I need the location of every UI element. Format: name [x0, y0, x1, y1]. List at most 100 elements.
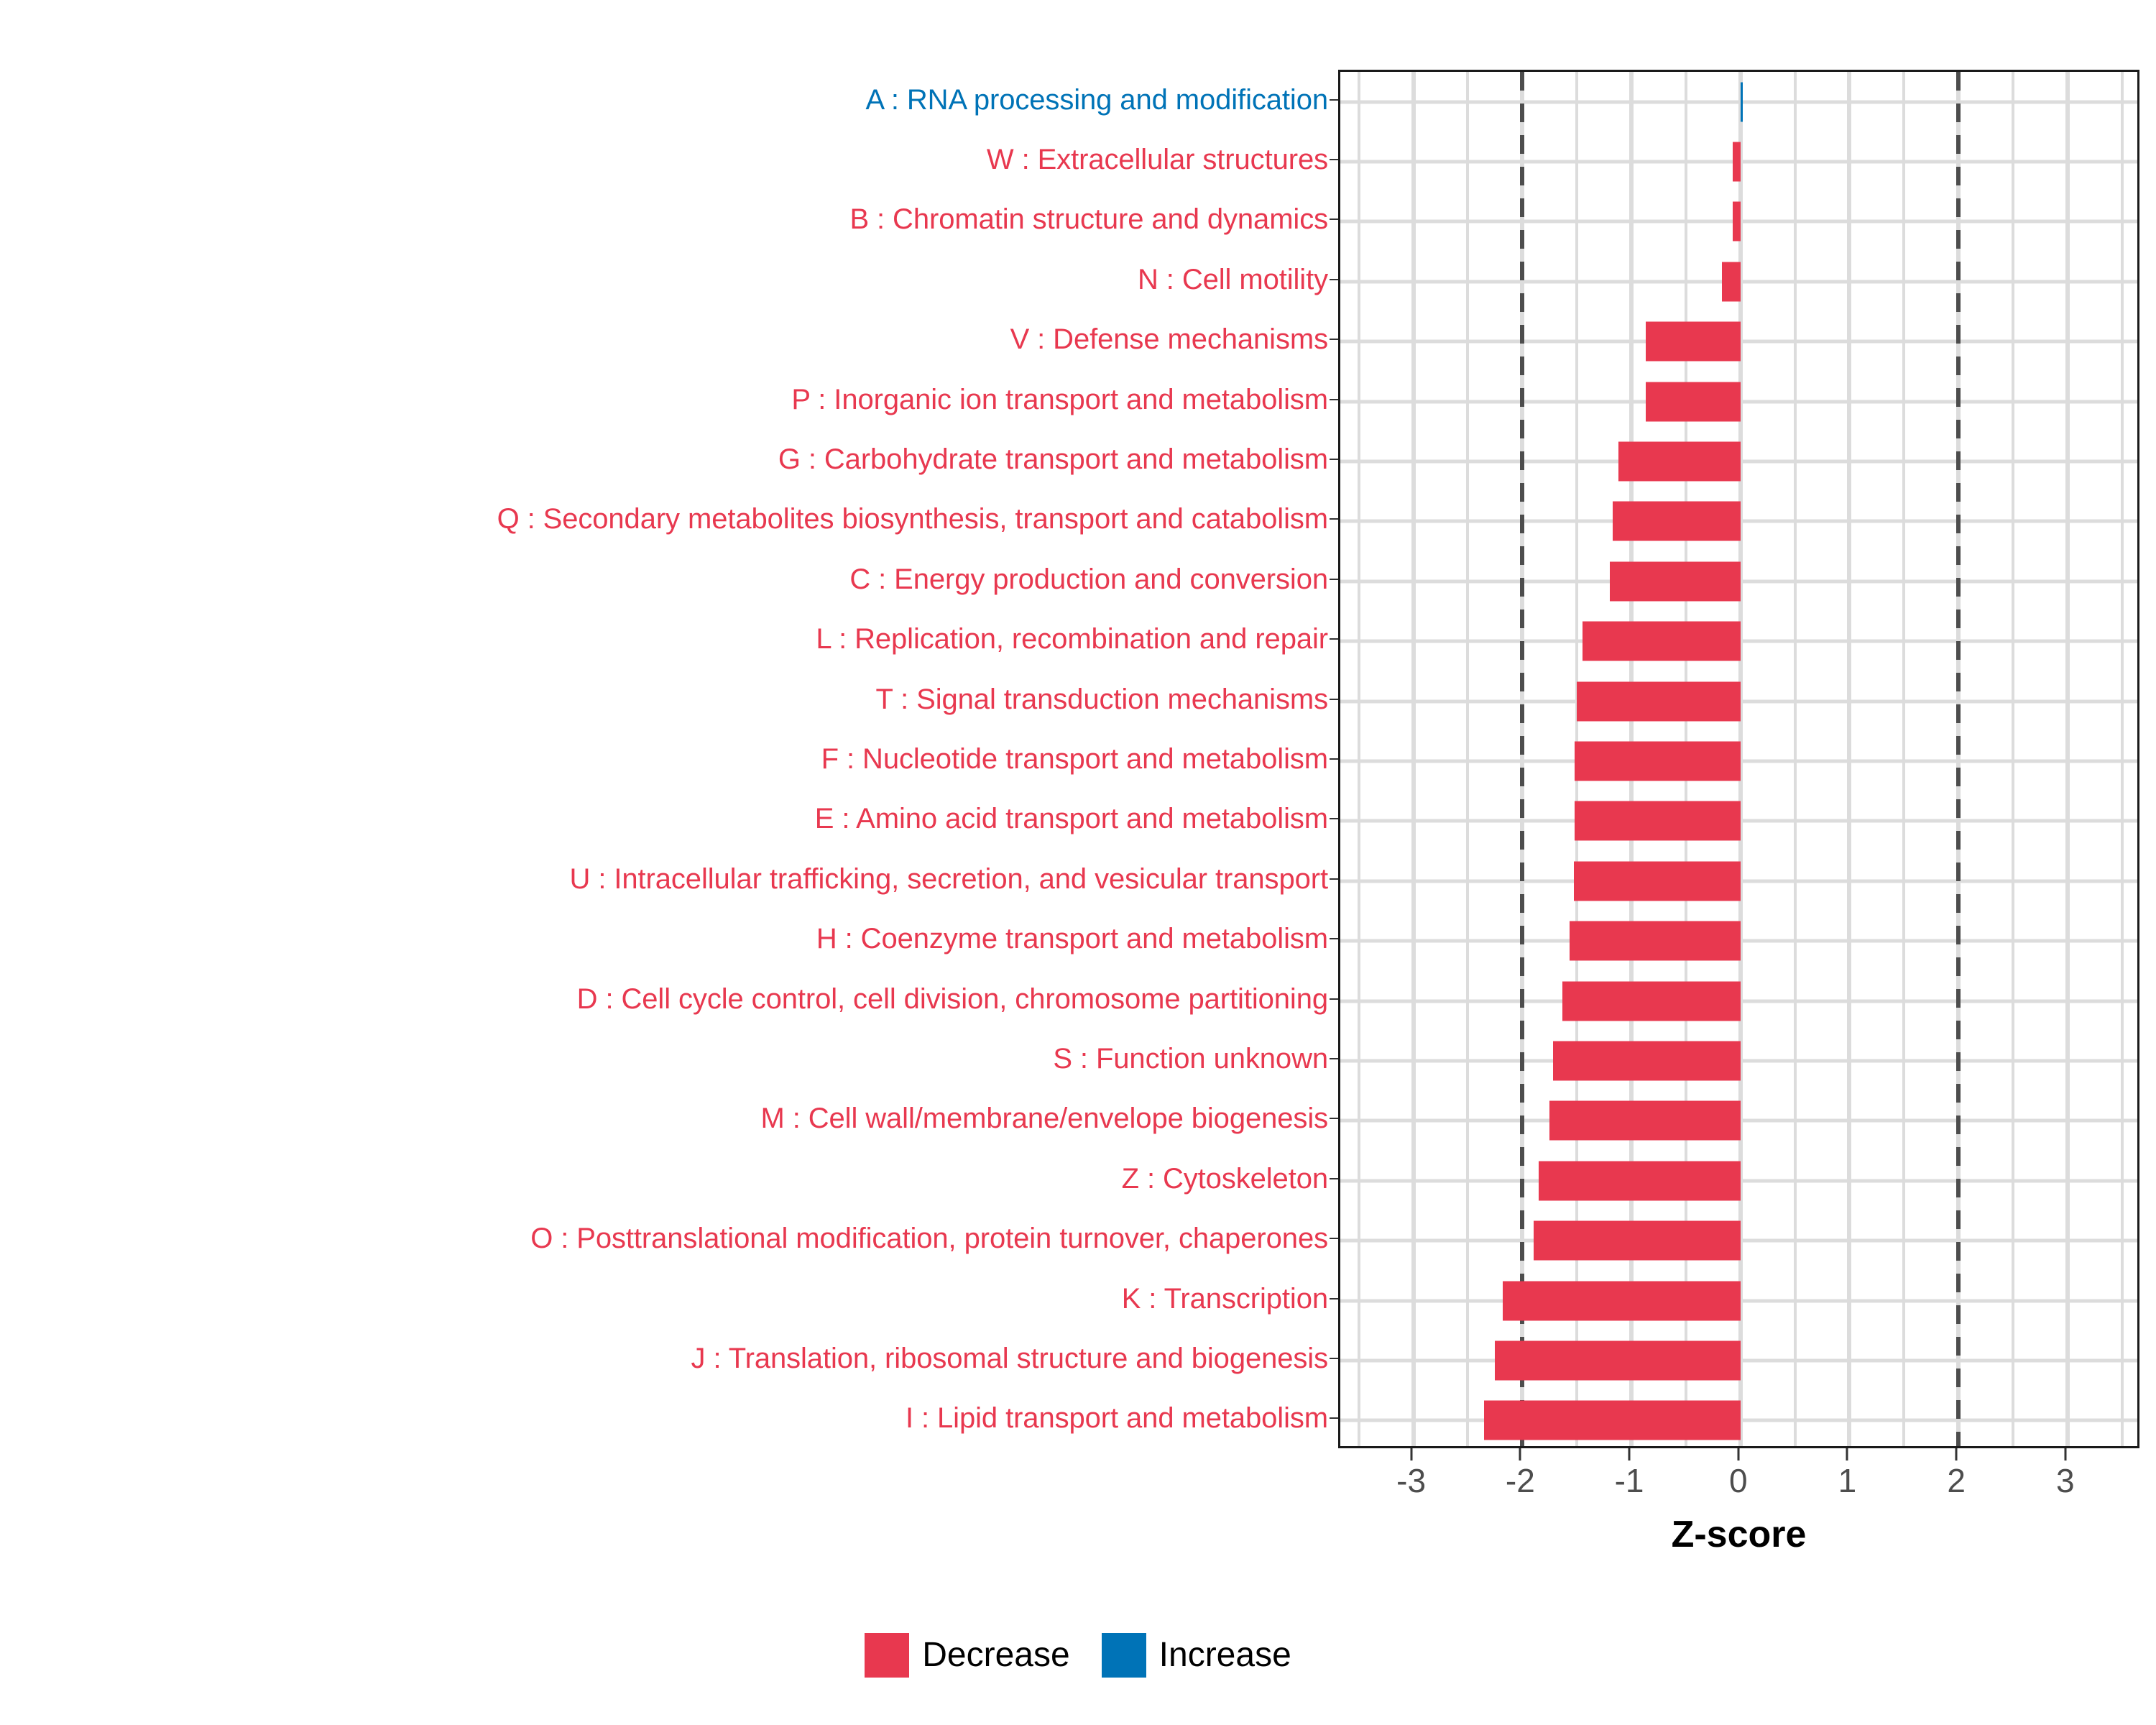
x-axis-tick-label: 2	[1947, 1462, 1966, 1499]
y-axis-label: J : Translation, ribosomal structure and…	[691, 1342, 1329, 1374]
minor-gridline-vertical	[2120, 72, 2124, 1446]
x-axis-tick-label: -2	[1505, 1462, 1535, 1499]
y-axis-label: C : Energy production and conversion	[849, 563, 1328, 595]
y-axis-label: I : Lipid transport and metabolism	[905, 1402, 1328, 1435]
y-axis-tick	[1330, 518, 1338, 520]
bar	[1549, 1100, 1741, 1141]
y-axis-label: M : Cell wall/membrane/envelope biogenes…	[760, 1103, 1328, 1135]
y-axis-tick	[1330, 998, 1338, 1000]
y-axis-tick	[1330, 398, 1338, 400]
minor-gridline-vertical	[2011, 72, 2014, 1446]
major-gridline-horizontal	[1340, 100, 2137, 104]
y-axis-label: P : Inorganic ion transport and metaboli…	[791, 383, 1328, 415]
y-axis-label: N : Cell motility	[1138, 263, 1328, 295]
y-axis-tick	[1330, 98, 1338, 101]
bar	[1577, 681, 1741, 722]
y-axis-label: H : Coenzyme transport and metabolism	[816, 923, 1328, 955]
y-axis-label: L : Replication, recombination and repai…	[816, 623, 1328, 656]
major-gridline-vertical	[1847, 72, 1852, 1446]
y-axis-tick	[1330, 459, 1338, 461]
x-axis-tick-label: -1	[1614, 1462, 1644, 1499]
reference-line	[1956, 72, 1961, 1446]
y-axis-tick	[1330, 1118, 1338, 1120]
y-axis-tick	[1330, 758, 1338, 760]
y-axis-label: O : Posttranslational modification, prot…	[530, 1223, 1328, 1255]
bar	[1740, 82, 1743, 122]
y-axis-tick	[1330, 938, 1338, 940]
minor-gridline-vertical	[1357, 72, 1360, 1446]
x-axis-tick-label: 1	[1838, 1462, 1857, 1499]
y-axis-label: Z : Cytoskeleton	[1121, 1162, 1329, 1195]
bar	[1495, 1340, 1741, 1381]
bar	[1575, 741, 1741, 781]
x-axis-tick-label: 0	[1728, 1462, 1748, 1499]
x-axis-tick	[1737, 1448, 1740, 1460]
y-axis-label: F : Nucleotide transport and metabolism	[821, 743, 1328, 775]
y-axis-tick	[1330, 218, 1338, 221]
y-axis-label: Q : Secondary metabolites biosynthesis, …	[497, 503, 1329, 535]
bar	[1645, 321, 1741, 362]
y-axis-tick	[1330, 878, 1338, 880]
legend: Decrease Increase	[0, 1633, 2156, 1678]
bar	[1645, 382, 1741, 422]
y-axis-tick	[1330, 1238, 1338, 1240]
y-axis-tick	[1330, 1417, 1338, 1420]
y-axis-tick	[1330, 1057, 1338, 1059]
y-axis-tick	[1330, 818, 1338, 820]
legend-label: Increase	[1158, 1636, 1291, 1674]
plot-panel	[1338, 70, 2139, 1448]
bar	[1569, 921, 1741, 961]
y-axis-tick	[1330, 159, 1338, 161]
major-gridline-vertical	[2065, 72, 2070, 1446]
y-axis-tick	[1330, 638, 1338, 640]
bar	[1539, 1161, 1741, 1201]
bar	[1503, 1281, 1741, 1321]
y-axis-label: B : Chromatin structure and dynamics	[849, 203, 1328, 236]
y-axis-label: S : Function unknown	[1053, 1042, 1328, 1075]
y-axis-tick	[1330, 1177, 1338, 1179]
bar	[1552, 1041, 1741, 1081]
y-axis-label: A : RNA processing and modification	[865, 83, 1328, 116]
bar	[1562, 981, 1741, 1021]
y-axis-label: D : Cell cycle control, cell division, c…	[576, 983, 1328, 1015]
bar	[1618, 441, 1741, 482]
y-axis-tick	[1330, 278, 1338, 280]
minor-gridline-vertical	[1793, 72, 1797, 1446]
legend-swatch-increase	[1101, 1633, 1146, 1678]
y-axis-tick	[1330, 1297, 1338, 1300]
x-axis: -3 -2 -1 0 1 2 3	[1338, 1448, 2139, 1527]
x-axis-tick	[1519, 1448, 1521, 1460]
bar	[1573, 861, 1741, 901]
bar	[1613, 501, 1741, 541]
x-axis-title: Z-score	[1671, 1514, 1807, 1555]
bar	[1609, 561, 1741, 602]
major-gridline-vertical	[1411, 72, 1416, 1446]
bar	[1733, 201, 1741, 242]
bar	[1721, 262, 1741, 302]
x-axis-tick	[2064, 1448, 2067, 1460]
legend-swatch-decrease	[865, 1633, 910, 1678]
legend-label: Decrease	[922, 1636, 1070, 1674]
y-axis-label: U : Intracellular trafficking, secretion…	[569, 862, 1329, 895]
y-axis-label: G : Carbohydrate transport and metabolis…	[778, 443, 1328, 476]
minor-gridline-vertical	[1902, 72, 1906, 1446]
x-axis-tick	[1628, 1448, 1631, 1460]
y-axis-category-labels: A : RNA processing and modification W : E…	[0, 70, 1338, 1448]
bar	[1582, 621, 1741, 661]
x-axis-tick-label: -3	[1396, 1462, 1427, 1499]
x-axis-tick	[1846, 1448, 1848, 1460]
bar	[1484, 1400, 1741, 1440]
y-axis-label: V : Defense mechanisms	[1010, 323, 1329, 356]
y-axis-label: W : Extracellular structures	[986, 144, 1328, 176]
y-axis-label: T : Signal transduction mechanisms	[875, 683, 1329, 715]
y-axis-tick	[1330, 698, 1338, 700]
reference-line	[1520, 72, 1525, 1446]
legend-item[interactable]: Increase	[1101, 1633, 1291, 1678]
y-axis-tick	[1330, 1357, 1338, 1359]
y-axis-tick	[1330, 339, 1338, 341]
legend-item[interactable]: Decrease	[865, 1633, 1070, 1678]
bar	[1575, 801, 1741, 841]
major-gridline-vertical	[1738, 72, 1743, 1446]
x-axis-tick	[1955, 1448, 1958, 1460]
